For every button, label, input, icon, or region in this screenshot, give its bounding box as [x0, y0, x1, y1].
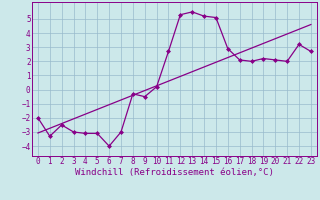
X-axis label: Windchill (Refroidissement éolien,°C): Windchill (Refroidissement éolien,°C) [75, 168, 274, 177]
